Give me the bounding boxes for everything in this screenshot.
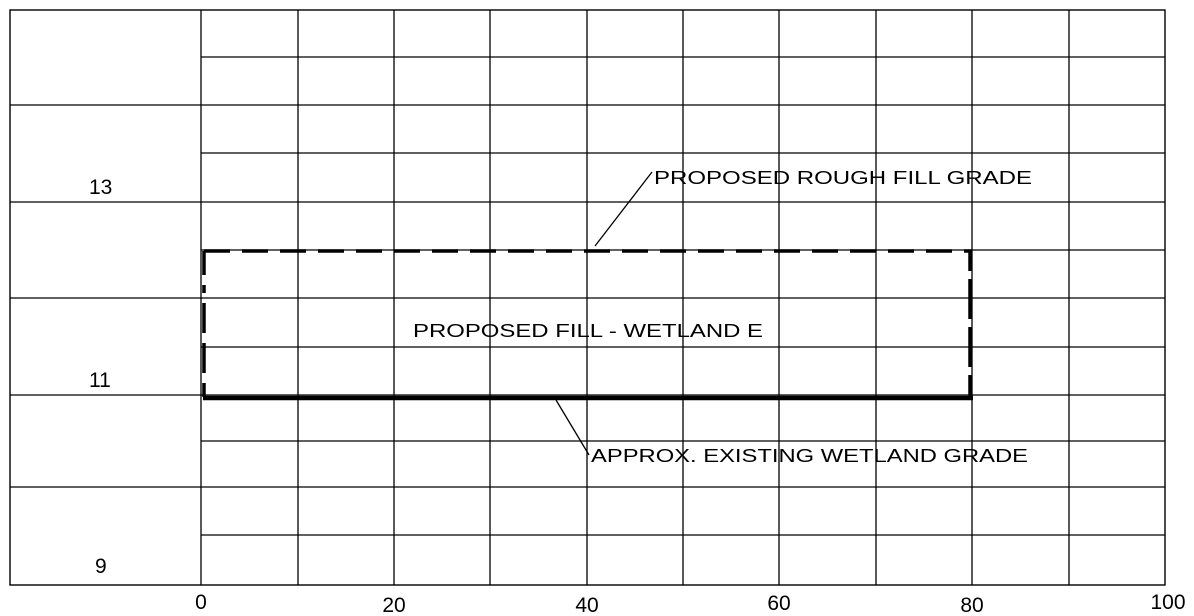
fill-grade-leader: [594, 171, 653, 247]
y-tick-label: 9: [95, 555, 107, 578]
x-tick-label: 20: [382, 594, 405, 616]
grid: [10, 10, 1165, 585]
y-tick-label: 11: [89, 369, 111, 392]
existing-grade-leader: [555, 399, 590, 456]
x-tick-label: 40: [575, 594, 598, 616]
fill-grade-label: PROPOSED ROUGH FILL GRADE: [654, 168, 1032, 188]
proposed-fill-grade-line: [202, 249, 972, 397]
existing-grade-label: APPROX. EXISTING WETLAND GRADE: [591, 446, 1028, 466]
fill-area-label: PROPOSED FILL - WETLAND E: [413, 321, 763, 341]
x-tick-label: 100: [1150, 591, 1185, 614]
x-tick-label: 80: [960, 594, 983, 616]
x-tick-label: 60: [767, 592, 790, 615]
x-tick-label: 0: [195, 591, 207, 614]
y-tick-label: 13: [89, 176, 112, 199]
